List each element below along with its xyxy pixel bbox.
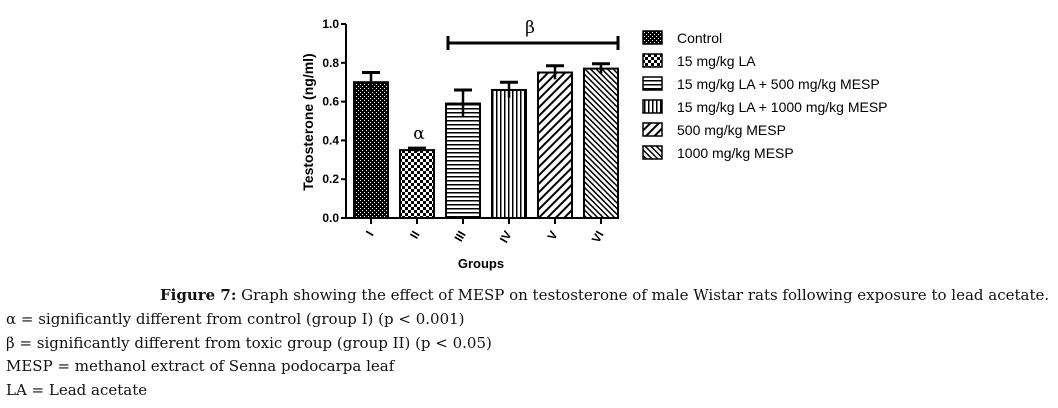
x-tick-label-I: I: [363, 229, 377, 239]
x-tick-label-V: V: [544, 229, 560, 243]
bar-I: [353, 81, 389, 219]
x-tick-label-IV: IV: [497, 229, 515, 246]
legend: Control 15 mg/kg LA 15 mg/kg LA + 500 mg/k…: [642, 30, 888, 161]
bar-V: [537, 71, 573, 219]
note-mesp: MESP = methanol extract of Senna podocar…: [6, 357, 395, 375]
y-tick-labels: 0.0 0.2 0.4 0.6 0.8 1.0: [322, 17, 339, 225]
y-tick-label: 0.4: [322, 133, 339, 147]
alpha-annotation: α: [413, 124, 425, 144]
bar-IV: [491, 88, 527, 219]
note-beta: β = significantly different from toxic g…: [6, 334, 492, 352]
bar-III: [445, 102, 481, 219]
legend-swatch: [642, 53, 663, 68]
beta-annotation: β: [525, 18, 535, 38]
legend-swatch: [642, 76, 663, 91]
legend-label: 1000 mg/kg MESP: [677, 145, 794, 161]
figure-caption: Figure 7: Graph showing the effect of ME…: [160, 286, 1049, 304]
legend-label: Control: [677, 30, 722, 46]
y-tick-label: 0.2: [322, 172, 339, 186]
figure-text: Graph showing the effect of MESP on test…: [236, 286, 1050, 304]
y-tick-label: 0.8: [322, 56, 339, 70]
bar-chart: I II III IV V VI 0.00.20.40.60.81.0 Testoster…: [300, 17, 888, 271]
y-tick-label: 0.0: [322, 211, 339, 225]
legend-label: 15 mg/kg LA: [677, 53, 756, 69]
legend-label: 15 mg/kg LA + 1000 mg/kg MESP: [677, 99, 888, 115]
bar-II: [399, 149, 435, 220]
x-tick-label-III: III: [451, 229, 468, 245]
legend-swatch: [642, 145, 663, 160]
bar-VI: [583, 67, 619, 220]
legend-label: 500 mg/kg MESP: [677, 122, 786, 138]
x-tick-label-II: II: [407, 229, 422, 242]
legend-swatch: [642, 99, 663, 114]
x-tick-label-VI: VI: [589, 229, 607, 246]
bars: [353, 67, 619, 220]
error-bars: [362, 62, 610, 153]
note-la: LA = Lead acetate: [6, 381, 148, 399]
y-tick-label: 1.0: [322, 17, 339, 31]
figure-label: Figure 7:: [160, 286, 237, 304]
y-axis-label: Testosterone (ng/ml): [300, 53, 316, 190]
x-tick-labels: I II III IV V VI: [363, 229, 607, 246]
y-tick-label: 0.6: [322, 95, 339, 109]
legend-label: 15 mg/kg LA + 500 mg/kg MESP: [677, 76, 880, 92]
legend-swatch: [642, 30, 663, 45]
x-axis-label: Groups: [458, 256, 504, 271]
note-alpha: α = significantly different from control…: [6, 310, 465, 328]
legend-swatch: [642, 122, 663, 137]
